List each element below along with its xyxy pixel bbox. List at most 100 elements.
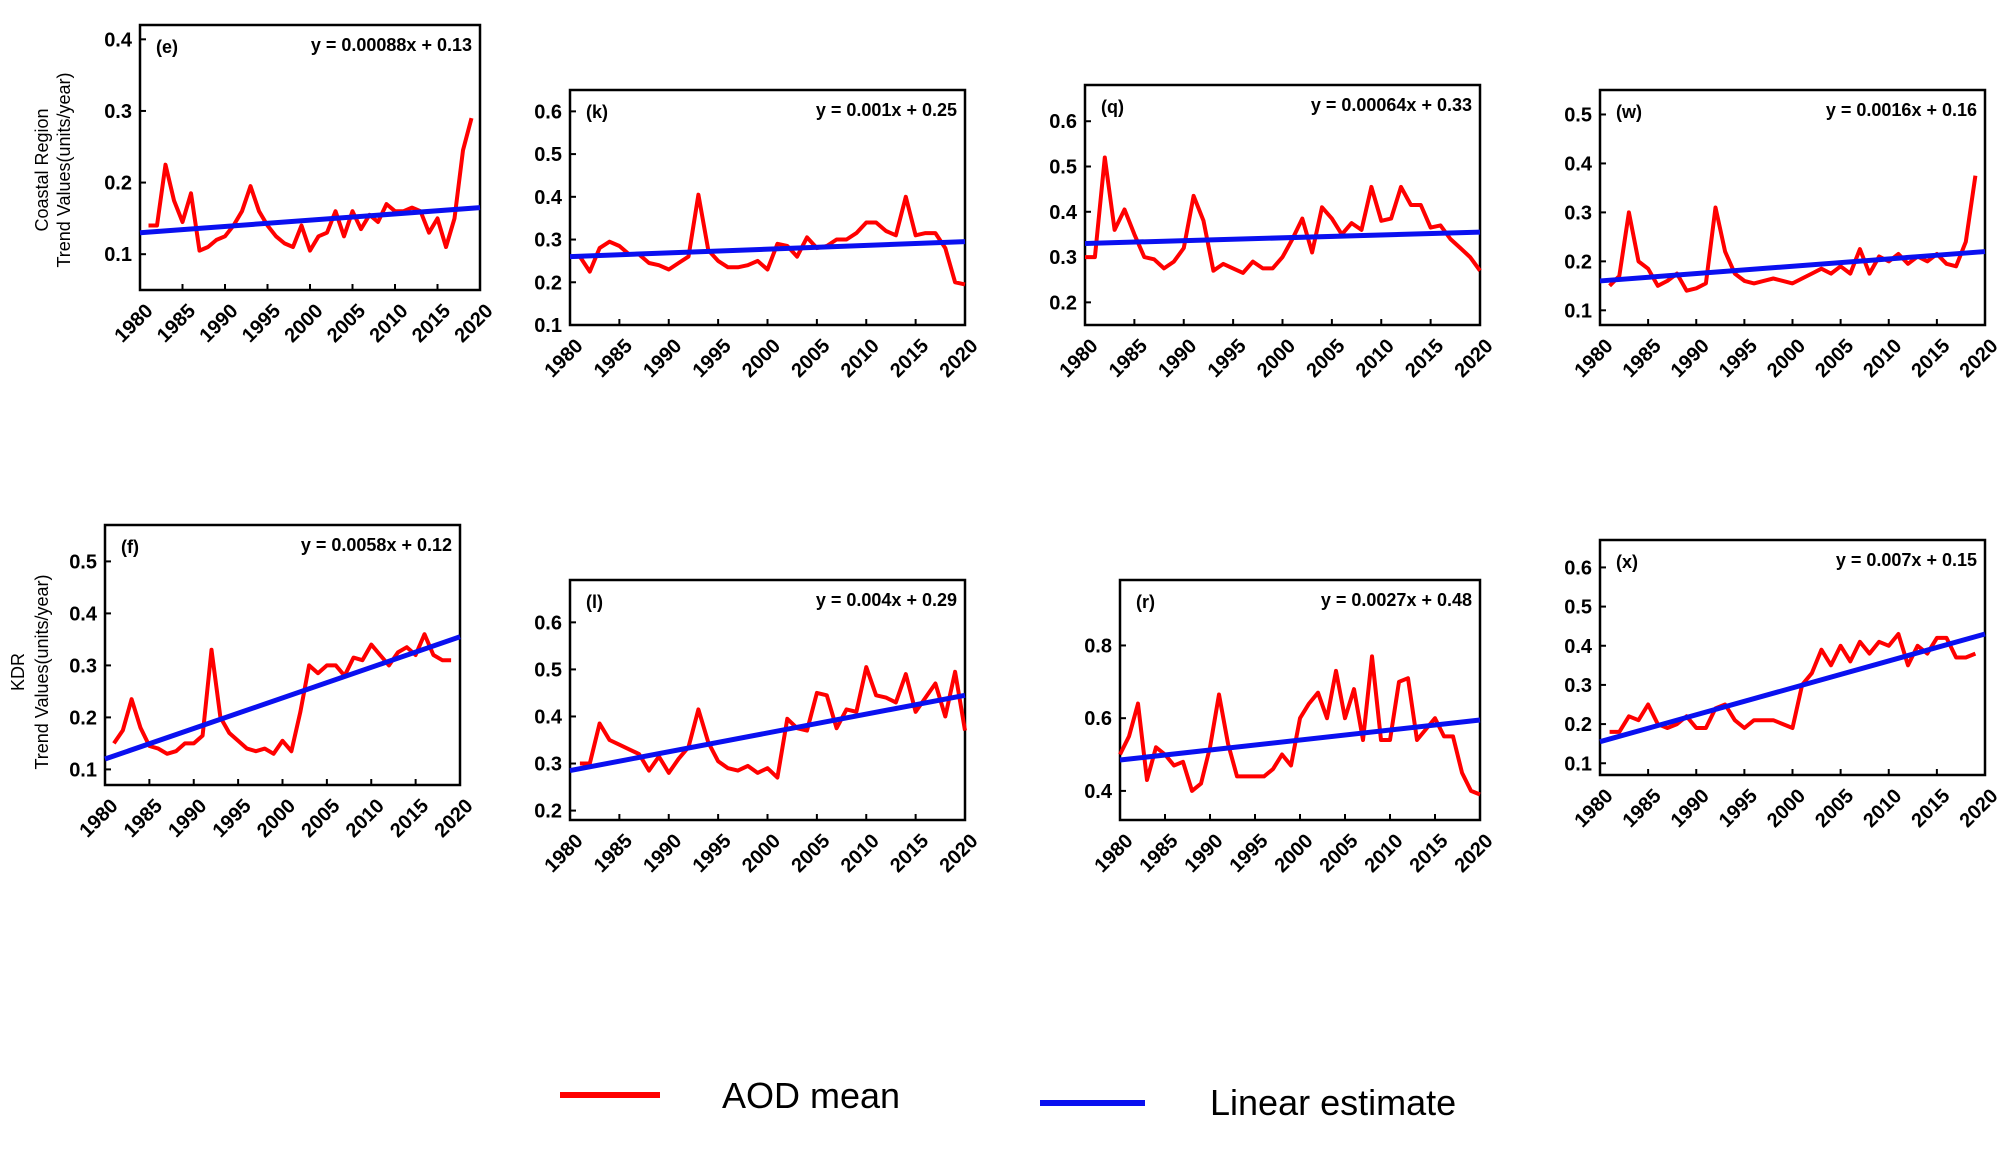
trend-equation: y = 0.00064x + 0.33: [1311, 95, 1472, 115]
y-tick-label: 0.6: [1049, 111, 1077, 133]
x-tick-label: 1980: [111, 300, 158, 347]
trend-equation: y = 0.0027x + 0.48: [1321, 590, 1472, 610]
y-tick-label: 0.5: [534, 144, 562, 166]
x-tick-label: 2010: [837, 830, 884, 877]
x-tick-label: 2010: [1859, 335, 1906, 382]
plot-frame: [568, 578, 967, 822]
x-tick-label: 2015: [1907, 785, 1954, 832]
y-tick-label: 0.4: [1084, 781, 1113, 803]
x-tick-label: 2015: [386, 795, 433, 842]
x-tick-label: 1995: [1226, 830, 1273, 877]
linear-estimate-line: [1084, 229, 1481, 246]
x-tick-label: 2020: [1956, 785, 2003, 832]
x-tick-label: 1990: [1667, 335, 1714, 382]
plot-frame: [1118, 578, 1482, 822]
x-tick-label: 2020: [451, 300, 498, 347]
x-tick-label: 2010: [1859, 785, 1906, 832]
panel-label: (l): [586, 592, 603, 612]
y-tick-label: 0.6: [534, 101, 562, 123]
x-tick-label: 1980: [76, 795, 123, 842]
row-axis-label: Trend Values(units/year): [54, 72, 74, 267]
trend-equation: y = 0.0016x + 0.16: [1826, 100, 1977, 120]
x-tick-label: 1995: [689, 335, 736, 382]
x-tick-label: 2005: [297, 795, 344, 842]
panel-label: (r): [1136, 592, 1155, 612]
x-tick-label: 2010: [366, 300, 413, 347]
trend-equation: y = 0.00088x + 0.13: [311, 35, 472, 55]
aod-mean-line: [579, 665, 967, 780]
y-tick-label: 0.1: [1564, 753, 1592, 775]
x-tick-label: 2005: [787, 830, 834, 877]
aod-mean-line: [1085, 155, 1482, 275]
aod-mean-line: [1118, 654, 1481, 797]
x-tick-label: 2000: [253, 795, 300, 842]
x-tick-label: 2010: [837, 335, 884, 382]
y-tick-label: 0.4: [1564, 636, 1593, 658]
x-tick-label: 1980: [1056, 335, 1103, 382]
x-tick-label: 1990: [1667, 785, 1714, 832]
y-tick-label: 0.2: [104, 173, 132, 195]
x-tick-label: 1990: [1154, 335, 1201, 382]
aod-mean-line: [112, 632, 452, 756]
aod-mean-line: [1609, 632, 1977, 734]
x-tick-label: 2020: [936, 830, 983, 877]
x-tick-label: 1980: [1571, 335, 1618, 382]
y-tick-label: 0.1: [104, 244, 132, 266]
x-tick-label: 1995: [209, 795, 256, 842]
row-label-coastal: Coastal Region Trend Values(units/year): [32, 72, 74, 267]
y-tick-label: 0.3: [1564, 202, 1592, 224]
x-tick-label: 1995: [1715, 335, 1762, 382]
x-tick-label: 1995: [238, 300, 285, 347]
x-tick-label: 2000: [738, 830, 785, 877]
panel-label: (w): [1616, 102, 1642, 122]
x-tick-label: 2005: [1811, 335, 1858, 382]
aod-mean-line: [1608, 175, 1978, 293]
y-tick-label: 0.6: [534, 612, 562, 634]
x-tick-label: 2020: [1451, 830, 1498, 877]
y-tick-label: 0.1: [69, 759, 97, 781]
y-tick-label: 0.4: [1049, 202, 1078, 224]
panel-f: 0.10.20.30.40.51980198519901995200020052…: [69, 523, 478, 842]
x-tick-label: 1980: [1571, 785, 1618, 832]
x-tick-label: 2020: [431, 795, 478, 842]
y-tick-label: 0.2: [69, 707, 97, 729]
y-tick-label: 0.1: [1564, 300, 1592, 322]
x-tick-label: 2005: [787, 335, 834, 382]
linear-estimate-line: [139, 205, 481, 236]
linear-estimate-line: [569, 692, 966, 774]
x-tick-label: 2015: [886, 335, 933, 382]
x-tick-label: 1980: [1091, 830, 1138, 877]
panel-label: (e): [156, 37, 178, 57]
y-tick-label: 0.4: [534, 187, 563, 209]
y-tick-label: 0.4: [1564, 153, 1593, 175]
x-tick-label: 2000: [281, 300, 328, 347]
trend-equation: y = 0.007x + 0.15: [1836, 550, 1977, 570]
x-tick-label: 1990: [164, 795, 211, 842]
x-tick-label: 1995: [1715, 785, 1762, 832]
linear-estimate-line: [1599, 249, 1986, 284]
x-tick-label: 1995: [689, 830, 736, 877]
x-tick-label: 2010: [1352, 335, 1399, 382]
y-tick-label: 0.6: [1084, 708, 1112, 730]
row-axis-label: Trend Values(units/year): [32, 574, 52, 769]
x-tick-label: 2000: [1271, 830, 1318, 877]
x-tick-label: 1985: [153, 300, 200, 347]
y-tick-label: 0.8: [1084, 635, 1112, 657]
linear-estimate-line: [1119, 717, 1481, 763]
y-tick-label: 0.3: [534, 230, 562, 252]
panel-label: (x): [1616, 552, 1638, 572]
x-tick-label: 1985: [1619, 335, 1666, 382]
y-tick-label: 0.5: [1564, 104, 1592, 126]
y-tick-label: 0.3: [69, 655, 97, 677]
row-label-kdr: KDR Trend Values(units/year): [8, 574, 52, 769]
x-tick-label: 2020: [936, 335, 983, 382]
aod-mean-line: [570, 192, 966, 287]
y-tick-label: 0.3: [1564, 675, 1592, 697]
panel-label: (f): [121, 537, 139, 557]
x-tick-label: 2005: [1811, 785, 1858, 832]
y-tick-label: 0.2: [1564, 251, 1592, 273]
x-tick-label: 2020: [1956, 335, 2003, 382]
